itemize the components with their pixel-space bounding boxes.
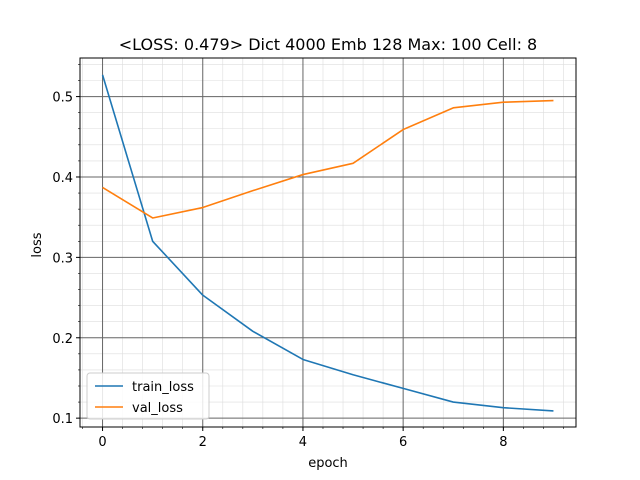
plot-area-frame xyxy=(79,57,577,428)
y-tick-label: 0.2 xyxy=(52,332,73,347)
series-line-train-loss xyxy=(101,74,554,412)
x-axis-label: epoch xyxy=(308,456,348,471)
legend-entry: train_loss xyxy=(132,380,194,395)
x-tick-label: 2 xyxy=(199,435,207,450)
y-tick-label: 0.3 xyxy=(52,251,73,266)
chart-title: <LOSS: 0.479> Dict 4000 Emb 128 Max: 100… xyxy=(119,35,537,54)
y-tick-label: 0.1 xyxy=(52,412,73,427)
y-tick-label: 0.5 xyxy=(52,91,73,106)
legend: train_loss val_loss xyxy=(86,372,210,420)
legend-entry: val_loss xyxy=(132,401,183,416)
x-axis-ticks: 0 2 4 6 8 xyxy=(82,427,564,450)
y-axis-ticks: 0.1 0.2 0.3 0.4 0.5 xyxy=(52,64,80,427)
x-tick-label: 6 xyxy=(399,435,407,450)
x-tick-label: 8 xyxy=(499,435,507,450)
series-line-val-loss xyxy=(102,99,554,219)
y-axis-label: loss xyxy=(30,232,45,257)
x-tick-label: 0 xyxy=(98,435,106,450)
x-tick-label: 4 xyxy=(299,435,307,450)
y-tick-label: 0.4 xyxy=(52,171,73,186)
series-layer xyxy=(101,74,554,412)
